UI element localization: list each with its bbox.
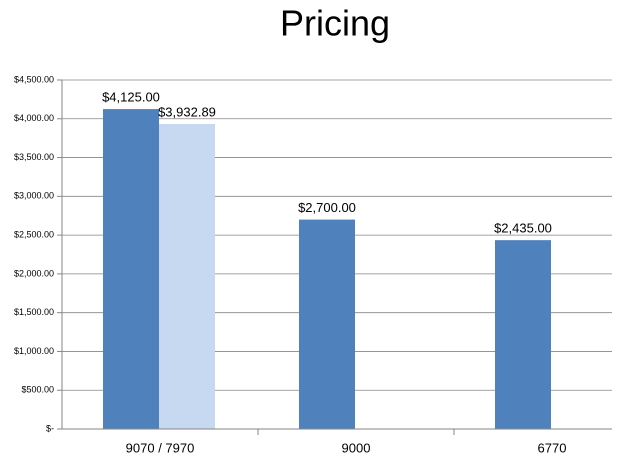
y-tick-label: $1,000.00 bbox=[14, 346, 54, 356]
x-tick-label: 6770 bbox=[538, 440, 567, 455]
bar bbox=[299, 219, 355, 429]
y-tick-label: $2,500.00 bbox=[14, 229, 54, 239]
y-tick-label: $2,000.00 bbox=[14, 268, 54, 278]
y-tick-label: $4,000.00 bbox=[14, 113, 54, 123]
value-label: $4,125.00 bbox=[102, 90, 160, 105]
bar bbox=[103, 109, 159, 429]
y-tick-label: $3,500.00 bbox=[14, 152, 54, 162]
y-tick-label: $3,000.00 bbox=[14, 191, 54, 201]
y-tick-label: $500.00 bbox=[21, 385, 54, 395]
value-label: $2,435.00 bbox=[494, 221, 552, 236]
chart-title: Pricing bbox=[280, 3, 390, 44]
bar bbox=[159, 123, 215, 429]
x-tick-label: 9000 bbox=[342, 440, 371, 455]
y-tick-label: $- bbox=[46, 423, 54, 433]
x-tick-label: 9070 / 7970 bbox=[126, 440, 195, 455]
y-tick-label: $1,500.00 bbox=[14, 307, 54, 317]
y-tick-label: $4,500.00 bbox=[14, 74, 54, 84]
value-label: $3,932.89 bbox=[158, 104, 216, 119]
bar bbox=[495, 240, 551, 429]
value-label: $2,700.00 bbox=[298, 200, 356, 215]
